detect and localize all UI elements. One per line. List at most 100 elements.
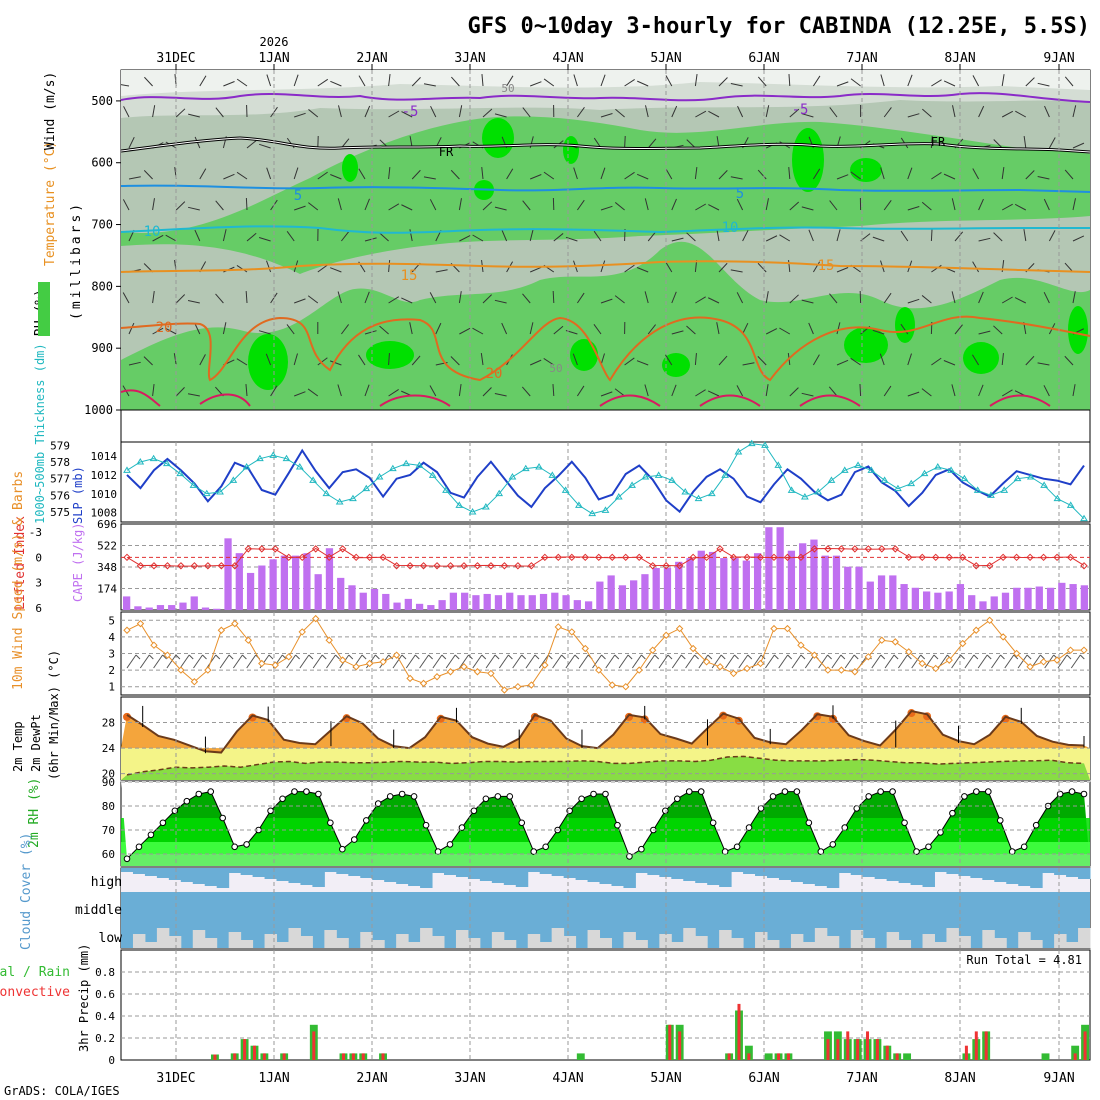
lifted-index-point	[878, 545, 886, 553]
rh-point	[578, 795, 585, 803]
cloud-low-gap	[695, 936, 708, 948]
rh-point	[925, 843, 932, 851]
rh-contour-label: 50	[501, 82, 514, 95]
rh-point	[458, 824, 466, 831]
wind-barb	[1025, 77, 1035, 87]
wind-barb	[742, 322, 749, 335]
precip-tick-label: 0.4	[95, 1010, 115, 1023]
lifted-index-point	[433, 562, 441, 570]
wind-barb	[307, 388, 319, 397]
wind-barb	[872, 236, 885, 242]
cloud-low-gap	[599, 938, 612, 948]
rh-point	[147, 831, 155, 839]
cloud-low-gap	[563, 936, 577, 948]
precip-legend-total: Total / Rain	[0, 965, 70, 980]
cloud-high-bar	[527, 868, 541, 872]
surface-wind-barb	[645, 654, 656, 669]
wind-barb	[266, 167, 272, 180]
isotherms	[121, 92, 1090, 407]
surface-wind-barb	[977, 654, 988, 669]
cape-bar	[1058, 582, 1066, 610]
wind-barb	[730, 269, 743, 273]
wind-barb	[450, 356, 460, 366]
thickness-point	[282, 454, 291, 462]
wind-barb	[258, 330, 271, 335]
surface-wind-barb	[973, 654, 979, 660]
cloud-high-bar	[826, 868, 840, 888]
wind-barb	[236, 358, 248, 366]
wind-barb	[152, 234, 164, 242]
wind-barb	[388, 352, 390, 366]
cloud-low-gap	[671, 942, 684, 948]
wind-barb	[951, 384, 956, 397]
lifted-index-point	[298, 553, 306, 562]
wind-barb	[943, 173, 956, 180]
isotherm-label: 5	[294, 188, 302, 204]
wind-tick-label: 5	[108, 614, 115, 627]
wind-barb	[883, 292, 892, 304]
wind-barb	[978, 198, 984, 211]
wind-barb	[337, 198, 342, 211]
surface-wind-barb	[1004, 654, 1015, 669]
precip-convective-bar	[836, 1039, 840, 1060]
surface-wind-barb	[246, 654, 257, 669]
wind-barb	[1064, 76, 1074, 87]
date-tick-label: 6JAN	[748, 51, 779, 66]
surface-wind-barb	[312, 654, 323, 669]
millibars-axis-label: (millibars)	[69, 201, 84, 320]
precip-convective-bar	[895, 1053, 899, 1060]
thickness-point	[641, 473, 650, 480]
thickness-point	[349, 494, 357, 502]
rh-point	[494, 793, 502, 800]
cloud-high-bar	[551, 868, 565, 876]
lifted-index-point	[231, 562, 239, 570]
wind-barb	[358, 75, 366, 87]
precip-tick-label: 0	[108, 1054, 115, 1067]
surface-wind-barb	[800, 654, 806, 660]
cloud-high-bar	[838, 868, 852, 873]
lifted-index-point	[446, 562, 455, 570]
cloud-high-bar	[802, 868, 816, 884]
cloud-low-gap	[491, 932, 505, 948]
cape-bar	[1035, 586, 1043, 610]
surface-wind-barb	[694, 654, 699, 660]
cape-bar	[1024, 587, 1032, 610]
lifted-index-point	[716, 545, 724, 553]
wind-barb	[576, 292, 585, 304]
wind-barb	[364, 330, 377, 335]
slp-line	[126, 448, 1085, 514]
rh-point	[183, 797, 191, 805]
rh-point	[793, 788, 801, 795]
wind-barb	[907, 167, 913, 180]
wind-barb	[636, 267, 649, 273]
lifted-index-point	[729, 553, 738, 562]
cape-bar	[517, 595, 525, 610]
surface-wind-barb	[871, 654, 882, 669]
cloud-high-bar	[599, 868, 612, 884]
surface-wind-barb	[641, 654, 646, 660]
wind-speed-point	[554, 623, 563, 631]
thickness-point	[814, 488, 823, 495]
rh-point	[530, 848, 538, 855]
thickness-tick-label: 576	[50, 489, 70, 502]
wind-barb	[576, 106, 585, 118]
cape-bar	[134, 606, 142, 610]
lifted-index-point	[392, 562, 401, 570]
wind-barb	[600, 74, 606, 87]
rh-point	[685, 788, 693, 795]
thickness-point	[548, 471, 557, 478]
cape-bar	[720, 558, 728, 610]
rh-cell-5	[563, 136, 579, 164]
wind-speed-point	[635, 666, 643, 674]
surface-wind-barb	[166, 654, 177, 669]
rh-point	[745, 824, 753, 831]
surface-wind-barb	[126, 654, 137, 669]
wind-barb	[614, 202, 625, 211]
wind-speed-point	[662, 631, 670, 639]
thickness-point	[162, 459, 171, 467]
wind-axis-label: Wind (m/s)	[43, 72, 58, 150]
wind-barb	[907, 391, 920, 397]
wind-barb	[552, 290, 555, 304]
wind-barb	[423, 176, 436, 180]
cross-section-panel: -5 -5 FR FR 5 5 10 10 15 15 20 20 50 50 …	[33, 69, 1091, 417]
